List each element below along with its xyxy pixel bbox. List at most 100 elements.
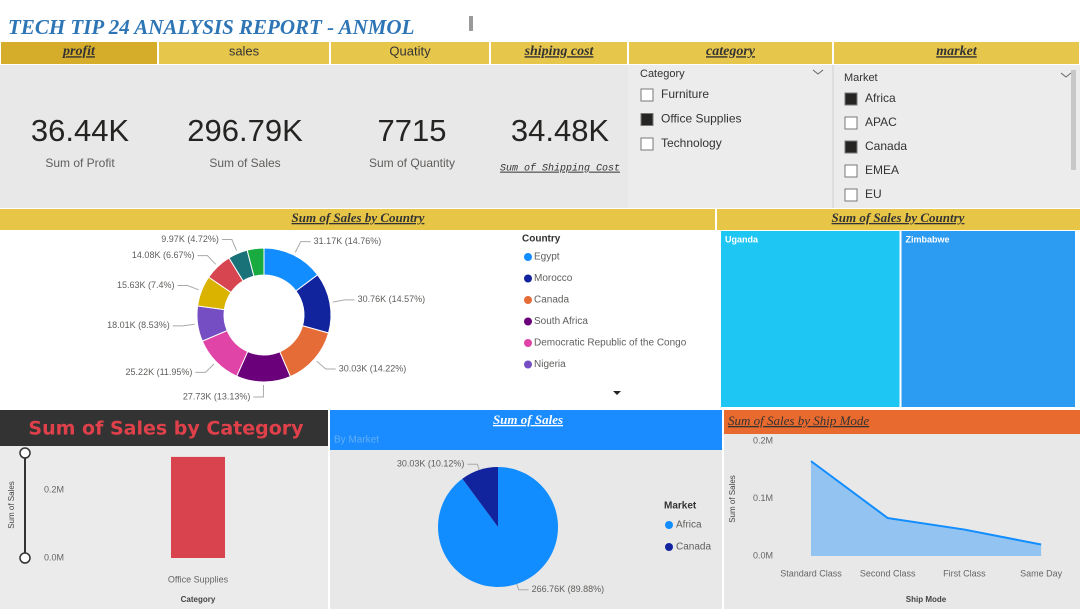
marker [469,16,473,31]
checkbox[interactable] [640,88,654,102]
legend-label[interactable]: South Africa [534,316,588,327]
area-fill [811,461,1042,556]
treemap-tile [721,231,900,407]
chart-subtitle: By Market [334,435,379,446]
checkbox[interactable] [640,113,654,126]
data-label: 30.76K (14.57%) [358,294,426,304]
chevron [1060,72,1072,78]
tab-label[interactable]: sales [229,43,260,58]
leader-line [197,255,217,265]
chevron [812,69,824,75]
y-tick-label: 0.2M [44,484,64,494]
data-label: 30.03K (14.22%) [339,363,407,373]
section-bar [717,209,1080,230]
card-label: Sum of Quantity [369,156,455,170]
chart-title: Sum of Sales by Country [292,210,425,225]
slicer-title: Market [844,72,878,84]
title-bar [724,410,1080,434]
slicer-item[interactable]: Technology [661,136,722,150]
checkbox[interactable] [844,164,858,178]
card-panel [0,65,628,208]
slicer-item[interactable]: Office Supplies [661,112,742,126]
data-label: 18.01K (8.53%) [107,320,170,330]
legend-scroll [613,391,621,395]
x-tick-label: Office Supplies [168,574,229,584]
x-tick-label: Same Day [1020,568,1063,578]
data-label: 15.63K (7.4%) [117,280,175,290]
card-value: 34.48K [511,113,610,148]
tab[interactable] [1,42,157,64]
legend-label[interactable]: Nigeria [534,359,566,370]
slicer-item[interactable]: APAC [865,115,897,129]
tab-label[interactable]: shiping cost [524,44,595,59]
treemap-tile [901,231,1075,407]
card-value: 296.79K [187,113,303,148]
y-tick-label: 0.2M [753,435,773,445]
legend-swatch [524,317,532,326]
pie-slice [438,467,559,588]
legend-swatch [524,253,532,261]
leader-line [177,284,199,291]
slicer-title: Category [640,68,685,80]
bar [171,456,225,558]
checkbox[interactable] [844,140,858,154]
card-label: Sum of Shipping Cost [500,163,620,175]
data-label: 30.03K (10.12%) [397,459,465,469]
tab-label[interactable]: profit [62,44,96,59]
pie-slice [462,467,498,527]
data-label: 27.73K (13.13%) [183,391,251,401]
legend-swatch [665,521,673,529]
card-label: Sum of Profit [45,156,115,170]
slider-handle[interactable] [19,447,31,459]
leader-line [516,583,529,591]
tab-label[interactable]: market [936,44,978,59]
checkbox[interactable] [844,188,858,202]
data-label: 25.22K (11.95%) [126,367,193,377]
x-tick-label: First Class [943,568,986,578]
legend-label[interactable]: Canada [676,542,711,553]
tab-label[interactable]: Quatity [389,43,431,58]
chart-title: Sum of Sales by Country [832,210,965,225]
legend-label[interactable]: Democratic Republic of the Congo [534,338,687,349]
tile-label: Zimbabwe [906,234,950,244]
slicer-item[interactable]: Africa [865,91,896,105]
legend-label[interactable]: Canada [534,295,569,306]
legend-label[interactable]: Africa [676,520,702,531]
checkbox[interactable] [640,137,654,151]
legend-label[interactable]: Morocco [534,273,573,284]
slicer-item[interactable]: Canada [865,139,907,153]
report-title: TECH TIP 24 ANALYSIS REPORT - ANMOL [8,15,414,39]
tab[interactable] [629,42,832,64]
tab[interactable] [159,42,329,64]
checkbox[interactable] [844,116,858,130]
tab-label[interactable]: category [706,44,756,59]
x-tick-label: Standard Class [780,568,842,578]
tab[interactable] [491,42,627,64]
slider-handle[interactable] [19,552,31,564]
checkbox[interactable] [844,92,858,106]
leader-line [253,384,264,398]
legend-label[interactable]: Egypt [534,252,560,263]
leader-line [221,239,238,251]
tile-label: Uganda [725,234,759,244]
scrollbar [1071,70,1076,170]
area-line [810,460,1042,546]
data-label: 9.97K (4.72%) [161,234,219,244]
data-label: 266.76K (89.88%) [532,584,605,594]
title-bar [330,410,722,450]
legend-swatch [524,360,532,369]
legend-swatch [524,296,532,304]
chart-panel [0,446,328,609]
legend-swatch [524,339,532,347]
leader-line [195,363,215,373]
chart-title: Sum of Sales [493,412,563,427]
leader-line [172,323,195,327]
legend-swatch [665,543,673,551]
slicer-item[interactable]: EU [865,187,882,201]
tab[interactable] [834,42,1079,64]
slicer-item[interactable]: EMEA [865,163,899,177]
slicer-item[interactable]: Furniture [661,87,709,101]
tab[interactable] [331,42,489,64]
